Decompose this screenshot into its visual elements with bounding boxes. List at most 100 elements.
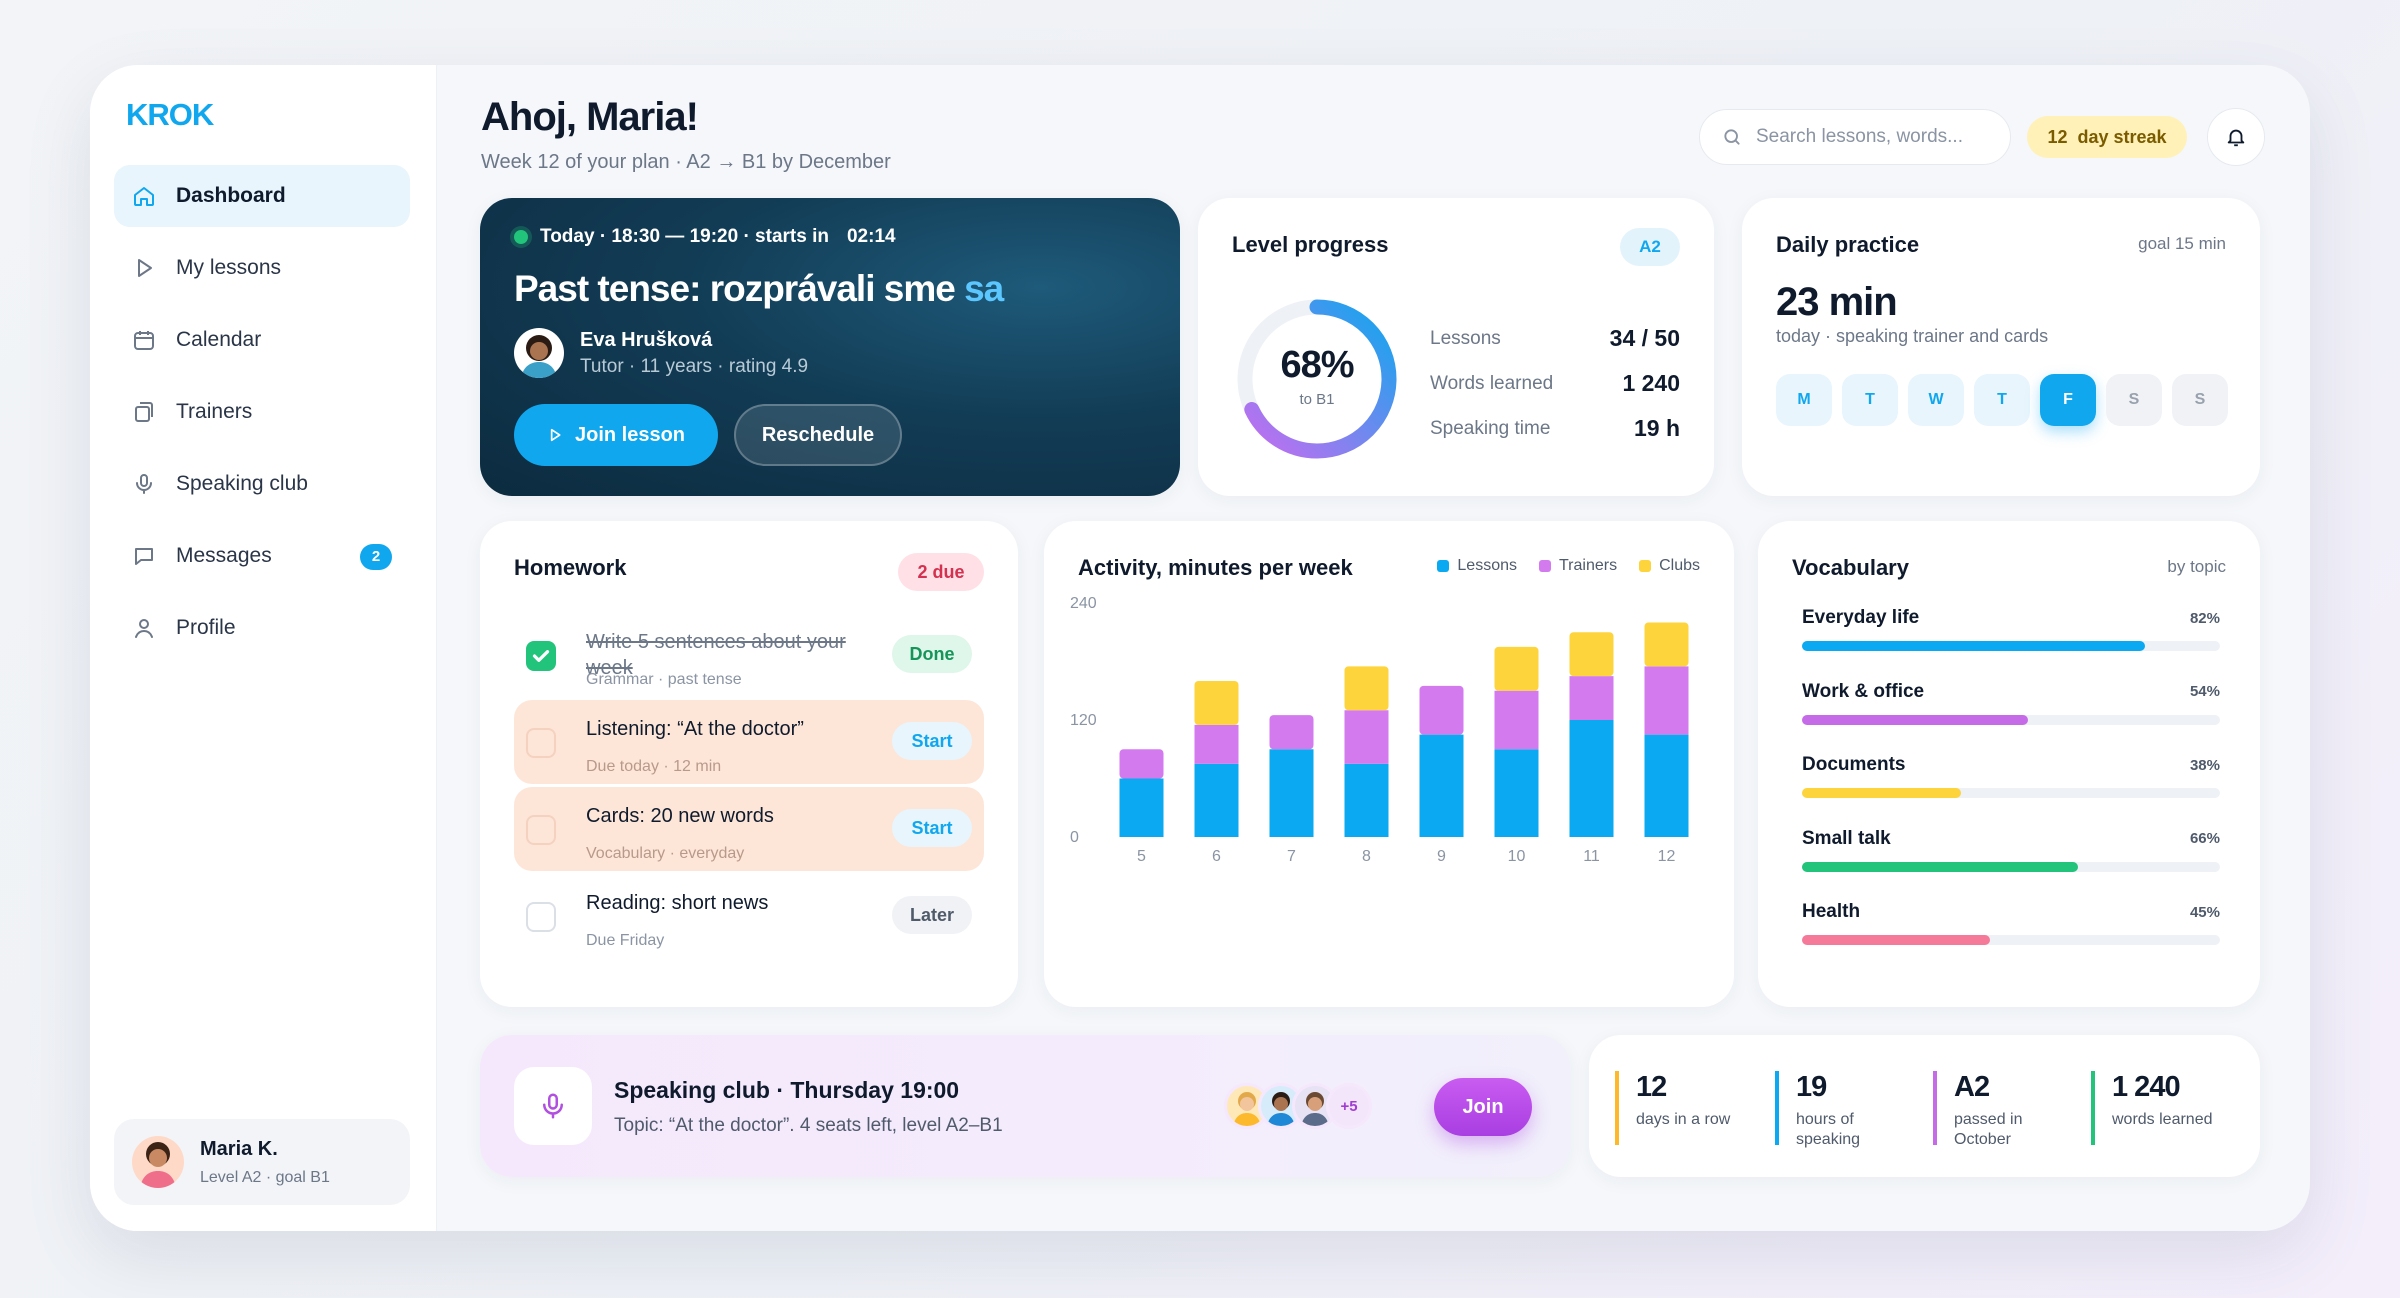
sidebar-item-my-lessons[interactable]: My lessons	[114, 237, 410, 299]
club-title: Speaking club · Thursday 19:00	[614, 1077, 960, 1103]
stat-label: Lessons	[1430, 327, 1501, 349]
vocabulary-progress-track	[1802, 714, 2220, 725]
x-tick-label: 9	[1437, 848, 1446, 865]
lesson-title-main: Past tense: rozprávali sme	[514, 268, 956, 309]
bar-lessons-week-8	[1344, 763, 1389, 837]
sidebar-item-label: Trainers	[176, 400, 253, 423]
sidebar-item-label: Speaking club	[176, 472, 308, 495]
lesson-title-highlight: sa	[964, 268, 1004, 309]
tutor-info[interactable]: Eva Hrušková Tutor · 11 years · rating 4…	[514, 328, 808, 378]
homework-done-button[interactable]: Done	[892, 635, 972, 673]
week-days: M T W T F S S	[1776, 374, 2228, 426]
daily-summary: today · speaking trainer and cards	[1776, 326, 2049, 346]
day-tuesday[interactable]: T	[1842, 374, 1898, 426]
user-icon	[135, 619, 153, 638]
homework-checkbox[interactable]	[526, 815, 556, 845]
stat-label: Speaking time	[1430, 417, 1551, 439]
homework-item-sub: Due Friday	[586, 932, 665, 949]
day-sunday[interactable]: S	[2172, 374, 2228, 426]
bell-icon	[2227, 129, 2245, 147]
notifications-button[interactable]	[2207, 108, 2265, 166]
day-thursday[interactable]: T	[1974, 374, 2030, 426]
vocabulary-item[interactable]: Health 45%	[1802, 901, 2220, 975]
search-box[interactable]	[1699, 109, 2011, 165]
club-icon-box	[514, 1067, 592, 1145]
vocabulary-topic: Health	[1802, 901, 1861, 922]
day-saturday[interactable]: S	[2106, 374, 2162, 426]
sidebar-item-speaking-club[interactable]: Speaking club	[114, 453, 410, 515]
homework-start-button[interactable]: Start	[892, 809, 972, 847]
calendar-icon	[134, 331, 154, 350]
vocabulary-item[interactable]: Small talk 66%	[1802, 828, 2220, 902]
summary-label: hours of speaking	[1796, 1111, 1861, 1148]
homework-checkbox[interactable]	[526, 902, 556, 932]
homework-checkbox[interactable]	[526, 641, 556, 671]
sidebar-item-messages[interactable]: Messages 2	[114, 525, 410, 587]
day-monday[interactable]: M	[1776, 374, 1832, 426]
vocabulary-item[interactable]: Everyday life 82%	[1802, 607, 2220, 681]
user-avatar-icon	[140, 1142, 176, 1188]
sidebar-item-trainers[interactable]: Trainers	[114, 381, 410, 443]
tutor-avatar	[514, 328, 564, 378]
sidebar: KROK Dashboard My lessons Calendar Train…	[90, 65, 437, 1231]
level-progress-card: Level progress A2 68% to B1 Lessons	[1198, 198, 1714, 496]
legend-swatch	[1437, 560, 1450, 572]
bar-trainers-week-7	[1269, 715, 1314, 750]
bar-lessons-week-12	[1644, 734, 1689, 837]
x-tick-label: 8	[1362, 848, 1371, 865]
app-window: KROK Dashboard My lessons Calendar Train…	[90, 65, 2310, 1231]
club-participants[interactable]: +5	[1224, 1083, 1372, 1129]
tutor-details: Tutor · 11 years · rating 4.9	[580, 355, 809, 377]
homework-checkbox[interactable]	[526, 728, 556, 758]
legend-item-lessons: Lessons	[1437, 557, 1517, 575]
join-club-button[interactable]: Join	[1434, 1078, 1532, 1136]
sidebar-item-dashboard[interactable]: Dashboard	[114, 165, 410, 227]
vocabulary-item[interactable]: Documents 38%	[1802, 754, 2220, 828]
stat-row: Lessons 34 / 50	[1430, 316, 1680, 361]
homework-start-button[interactable]: Start	[892, 722, 972, 760]
homework-later-button[interactable]: Later	[892, 896, 972, 934]
microphone-icon	[136, 474, 152, 494]
user-card[interactable]: Maria K. Level A2 · goal B1	[114, 1119, 410, 1205]
reschedule-button[interactable]: Reschedule	[734, 404, 902, 466]
stat-value: 34 / 50	[1609, 325, 1680, 351]
summary-value: 1 240	[2112, 1071, 2181, 1103]
sidebar-item-label: My lessons	[176, 256, 282, 279]
next-lesson-card: Today · 18:30 — 19:20 · starts in 02:14 …	[480, 198, 1180, 496]
chat-icon	[135, 548, 153, 565]
legend-label: Trainers	[1559, 557, 1618, 574]
sidebar-item-calendar[interactable]: Calendar	[114, 309, 410, 371]
summary-words: 1 240 words learned	[2091, 1071, 2242, 1145]
vocabulary-item[interactable]: Work & office 54%	[1802, 681, 2220, 755]
homework-item-sub: Vocabulary · everyday	[586, 845, 745, 862]
vocabulary-progress-fill	[1802, 861, 2078, 872]
play-icon	[138, 259, 152, 277]
join-lesson-label: Join lesson	[574, 423, 686, 446]
bar-trainers-week-9	[1419, 685, 1464, 735]
bar-lessons-week-9	[1419, 734, 1464, 837]
stat-row: Speaking time 19 h	[1430, 406, 1680, 451]
bar-lessons-week-6	[1194, 763, 1239, 837]
activity-card: Activity, minutes per week Lessons Train…	[1044, 521, 1734, 1007]
logo: KROK	[126, 97, 214, 132]
more-participants: +5	[1326, 1083, 1372, 1129]
vocabulary-filter[interactable]: by topic	[2167, 557, 2226, 576]
sidebar-item-label: Profile	[176, 616, 236, 639]
vocabulary-topic: Work & office	[1802, 680, 1925, 702]
lesson-time: Today · 18:30 — 19:20 · starts in 02:14	[514, 226, 896, 248]
day-wednesday[interactable]: W	[1908, 374, 1964, 426]
homework-list: Write 5 sentences about your week Gramma…	[514, 613, 984, 961]
vocabulary-topic: Everyday life	[1802, 607, 1920, 628]
page-subtitle: Week 12 of your plan · A2 → B1 by Decemb…	[481, 151, 891, 173]
vocabulary-progress-fill	[1802, 641, 2145, 651]
y-tick-label: 120	[1070, 712, 1097, 729]
bar-lessons-week-5	[1119, 778, 1164, 837]
search-input[interactable]	[1756, 126, 1996, 148]
lesson-time-text: Today · 18:30 — 19:20 · starts in	[540, 226, 829, 247]
day-friday[interactable]: F	[2040, 374, 2096, 426]
level-badge: A2	[1620, 228, 1680, 266]
join-lesson-button[interactable]: Join lesson	[514, 404, 718, 466]
vocabulary-progress-fill	[1802, 788, 1961, 798]
sidebar-item-profile[interactable]: Profile	[114, 597, 410, 659]
activity-bar-chart: 0 120 240 5 6 7 8 9 10 11 12	[1070, 595, 1689, 865]
